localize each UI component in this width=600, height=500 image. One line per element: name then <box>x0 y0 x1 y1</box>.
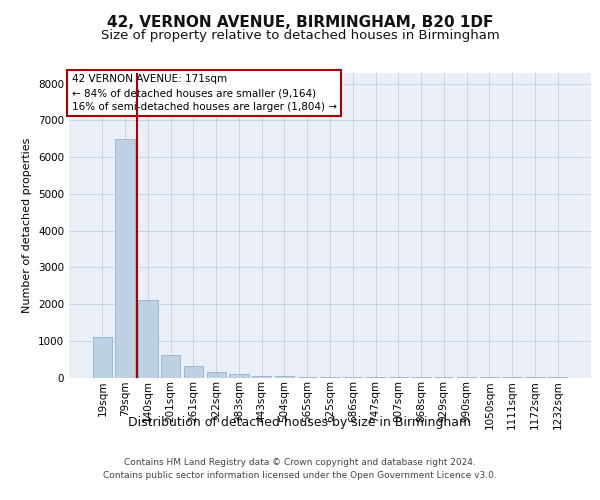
Bar <box>206 372 226 378</box>
Text: Contains public sector information licensed under the Open Government Licence v3: Contains public sector information licen… <box>103 472 497 480</box>
Bar <box>298 377 317 378</box>
Text: 42, VERNON AVENUE, BIRMINGHAM, B20 1DF: 42, VERNON AVENUE, BIRMINGHAM, B20 1DF <box>107 15 493 30</box>
Bar <box>93 337 112 378</box>
Bar <box>184 366 203 378</box>
Y-axis label: Number of detached properties: Number of detached properties <box>22 138 32 312</box>
Text: Size of property relative to detached houses in Birmingham: Size of property relative to detached ho… <box>101 30 499 43</box>
Bar <box>229 374 248 378</box>
Bar <box>161 356 181 378</box>
Bar <box>138 300 158 378</box>
Bar <box>115 138 135 378</box>
Bar <box>275 376 294 378</box>
Text: Contains HM Land Registry data © Crown copyright and database right 2024.: Contains HM Land Registry data © Crown c… <box>124 458 476 467</box>
Bar <box>320 377 340 378</box>
Text: 42 VERNON AVENUE: 171sqm
← 84% of detached houses are smaller (9,164)
16% of sem: 42 VERNON AVENUE: 171sqm ← 84% of detach… <box>71 74 337 112</box>
Text: Distribution of detached houses by size in Birmingham: Distribution of detached houses by size … <box>128 416 472 429</box>
Bar <box>252 376 271 378</box>
